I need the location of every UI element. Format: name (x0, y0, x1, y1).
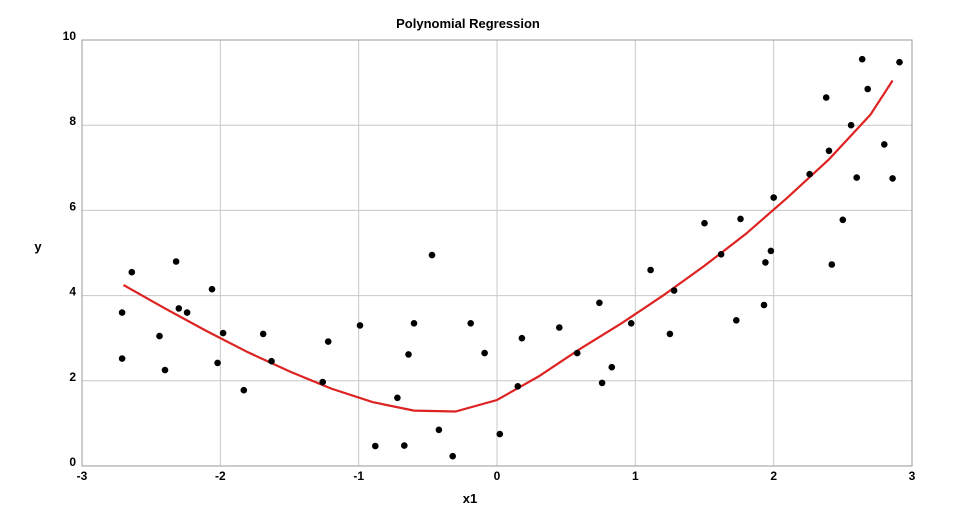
data-point (514, 383, 522, 390)
data-point (847, 121, 855, 129)
data-point (737, 215, 744, 223)
data-point (828, 261, 836, 268)
data-point (701, 219, 708, 227)
grid-lines (82, 40, 912, 466)
data-point (324, 338, 332, 345)
data-point (717, 251, 725, 258)
data-point (118, 309, 126, 316)
data-point (214, 359, 221, 367)
x-axis-label: x1 (463, 491, 477, 506)
y-tick-label: 2 (69, 370, 76, 384)
data-point (118, 355, 126, 362)
plot-frame (81, 39, 913, 467)
data-point (410, 320, 418, 327)
x-tick-label: 0 (494, 469, 501, 483)
y-tick-label: 4 (69, 285, 76, 299)
data-point (161, 366, 169, 374)
chart-title: Polynomial Regression (396, 16, 540, 31)
data-point (208, 285, 216, 293)
data-point (435, 426, 443, 434)
data-point (670, 287, 678, 294)
data-point (598, 379, 606, 387)
data-point (219, 329, 227, 337)
data-point (449, 452, 457, 460)
data-point (770, 194, 777, 201)
data-point (733, 317, 740, 324)
data-point (156, 332, 163, 340)
data-point (428, 251, 436, 259)
data-point (762, 259, 769, 266)
data-point (401, 442, 408, 449)
data-point (518, 334, 526, 342)
x-tick-label: -3 (77, 469, 88, 483)
data-point (467, 320, 475, 327)
y-axis-label: y (34, 239, 42, 254)
data-point (394, 394, 401, 402)
regression-fit-line (122, 79, 894, 413)
data-point (372, 442, 379, 450)
data-points (118, 55, 903, 460)
x-tick-label: -2 (215, 469, 226, 483)
data-point (556, 324, 563, 331)
y-tick-label: 8 (69, 114, 76, 128)
data-point (858, 55, 866, 63)
data-point (822, 94, 830, 101)
data-point (767, 247, 775, 255)
data-point (608, 363, 616, 371)
data-point (183, 309, 191, 316)
data-point (896, 58, 903, 66)
data-point (627, 320, 635, 327)
data-point (839, 216, 847, 224)
data-point (647, 266, 654, 274)
data-point (666, 330, 674, 338)
data-point (496, 430, 504, 438)
data-point (889, 175, 896, 182)
data-point (806, 170, 813, 178)
data-point (573, 349, 581, 357)
y-tick-label: 10 (63, 29, 77, 43)
data-point (864, 85, 871, 93)
x-tick-label: 3 (909, 469, 916, 483)
data-point (268, 357, 275, 365)
data-point (825, 147, 833, 155)
data-point (405, 351, 412, 358)
data-point (481, 349, 488, 357)
data-point (175, 305, 183, 312)
data-point (259, 330, 267, 338)
data-point (240, 386, 248, 394)
x-tick-label: -1 (353, 469, 364, 483)
y-tick-label: 0 (69, 455, 76, 469)
data-point (172, 258, 180, 265)
y-tick-label: 6 (69, 199, 76, 213)
data-point (760, 301, 768, 309)
data-point (128, 268, 136, 276)
data-point (881, 141, 888, 148)
data-point (319, 378, 327, 386)
x-tick-labels: -3 -2 -1 0 1 2 3 (77, 469, 916, 483)
y-tick-labels: 0 2 4 6 8 10 (63, 29, 77, 469)
x-tick-label: 2 (770, 469, 777, 483)
data-point (356, 322, 364, 329)
x-tick-label: 1 (632, 469, 639, 483)
data-point (596, 299, 603, 307)
data-point (853, 174, 860, 181)
